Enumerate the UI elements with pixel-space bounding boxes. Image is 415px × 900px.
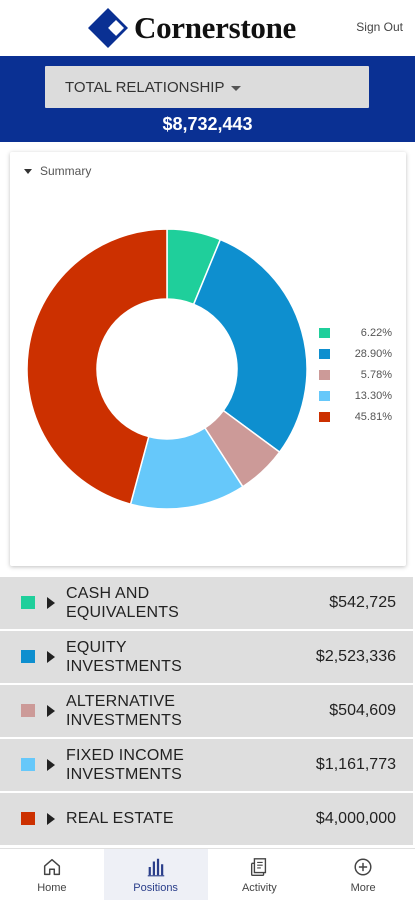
legend-entry: 6.22% — [319, 322, 392, 343]
position-name: CASH AND EQUIVALENTS — [66, 584, 256, 622]
legend-label: 13.30% — [354, 389, 392, 402]
total-value: $8,732,443 — [162, 114, 253, 134]
position-name-line2: INVESTMENTS — [66, 658, 182, 675]
positions-list: CASH AND EQUIVALENTS $542,725 EQUITY INVESTM… — [0, 577, 415, 847]
expand-arrow-icon[interactable] — [47, 705, 55, 717]
relationship-selector-label: TOTAL RELATIONSHIP — [65, 78, 225, 96]
legend-entry: 45.81% — [319, 406, 392, 427]
position-amount: $542,725 — [329, 594, 396, 611]
donut-slice — [192, 238, 308, 454]
legend-label: 5.78% — [360, 368, 392, 381]
nav-home-label: Home — [37, 882, 67, 894]
legend-entry: 28.90% — [319, 343, 392, 364]
position-amount: $2,523,336 — [315, 648, 396, 665]
legend-swatch — [319, 411, 330, 422]
nav-more-label: More — [350, 882, 376, 894]
position-amount: $1,161,773 — [315, 756, 396, 773]
chart-legend: 6.22% 28.90% 5.78% 13.30% 45.81% — [319, 322, 392, 427]
category-swatch — [21, 596, 35, 609]
expand-arrow-icon[interactable] — [47, 759, 55, 771]
position-name: ALTERNATIVE INVESTMENTS — [66, 692, 256, 730]
nav-positions-label: Positions — [133, 882, 178, 894]
category-swatch — [21, 758, 35, 771]
brand-logo: Cornerstone — [86, 6, 296, 50]
brand-name: Cornerstone — [134, 10, 296, 45]
app-header: Cornerstone Sign Out — [0, 0, 415, 56]
relationship-band: TOTAL RELATIONSHIP $8,732,443 — [0, 56, 415, 142]
summary-toggle[interactable]: Summary — [24, 164, 91, 178]
position-row[interactable]: EQUITY INVESTMENTS $2,523,336 — [0, 631, 413, 683]
donut-slice — [26, 228, 168, 506]
nav-positions[interactable]: Positions — [103, 849, 208, 900]
expand-arrow-icon[interactable] — [47, 597, 55, 609]
nav-home[interactable]: Home — [0, 849, 104, 900]
collapse-triangle-icon — [24, 168, 32, 174]
category-swatch — [21, 704, 35, 717]
category-swatch — [21, 650, 35, 663]
position-name-line1: REAL ESTATE — [66, 810, 174, 827]
position-amount: $4,000,000 — [315, 810, 396, 827]
position-row[interactable]: FIXED INCOME INVESTMENTS $1,161,773 — [0, 739, 413, 791]
bar-chart-icon — [147, 858, 164, 877]
summary-label: Summary — [40, 164, 92, 178]
legend-swatch — [319, 390, 330, 401]
nav-activity-label: Activity — [241, 882, 277, 894]
home-icon — [43, 858, 60, 876]
summary-card: Summary 6.22% 28.90% 5.78% 13.30% 45.81% — [10, 152, 406, 566]
caret-down-icon — [231, 85, 242, 91]
sign-out-link[interactable]: Sign Out — [356, 20, 403, 34]
legend-entry: 13.30% — [319, 385, 392, 406]
position-name-line2: INVESTMENTS — [66, 766, 182, 783]
bottom-nav: Home Positions Activity More — [0, 848, 415, 900]
receipt-icon — [251, 858, 267, 876]
nav-more[interactable]: More — [311, 849, 415, 900]
position-name: REAL ESTATE — [66, 809, 256, 828]
expand-arrow-icon[interactable] — [47, 651, 55, 663]
legend-entry: 5.78% — [319, 364, 392, 385]
expand-arrow-icon[interactable] — [47, 813, 55, 825]
legend-label: 45.81% — [354, 410, 392, 423]
position-amount: $504,609 — [329, 702, 396, 719]
position-row[interactable]: REAL ESTATE $4,000,000 — [0, 793, 413, 845]
legend-swatch — [319, 348, 330, 359]
legend-label: 6.22% — [360, 326, 392, 339]
position-name-line2: EQUIVALENTS — [66, 604, 180, 621]
legend-swatch — [319, 327, 330, 338]
cornerstone-logo-icon — [88, 8, 128, 48]
legend-label: 28.90% — [354, 347, 392, 360]
plus-circle-icon — [354, 858, 372, 876]
position-name: FIXED INCOME INVESTMENTS — [66, 746, 256, 784]
position-name-line2: INVESTMENTS — [66, 712, 182, 729]
position-name-line1: FIXED INCOME — [66, 747, 184, 764]
legend-swatch — [319, 369, 330, 380]
position-name-line1: CASH AND — [66, 585, 150, 602]
position-name: EQUITY INVESTMENTS — [66, 638, 256, 676]
position-row[interactable]: ALTERNATIVE INVESTMENTS $504,609 — [0, 685, 413, 737]
position-name-line1: ALTERNATIVE — [66, 693, 176, 710]
position-name-line1: EQUITY — [66, 639, 127, 656]
category-swatch — [21, 812, 35, 825]
allocation-donut-chart — [26, 228, 308, 510]
nav-activity[interactable]: Activity — [208, 849, 312, 900]
relationship-selector[interactable]: TOTAL RELATIONSHIP — [45, 66, 369, 108]
position-row[interactable]: CASH AND EQUIVALENTS $542,725 — [0, 577, 413, 629]
